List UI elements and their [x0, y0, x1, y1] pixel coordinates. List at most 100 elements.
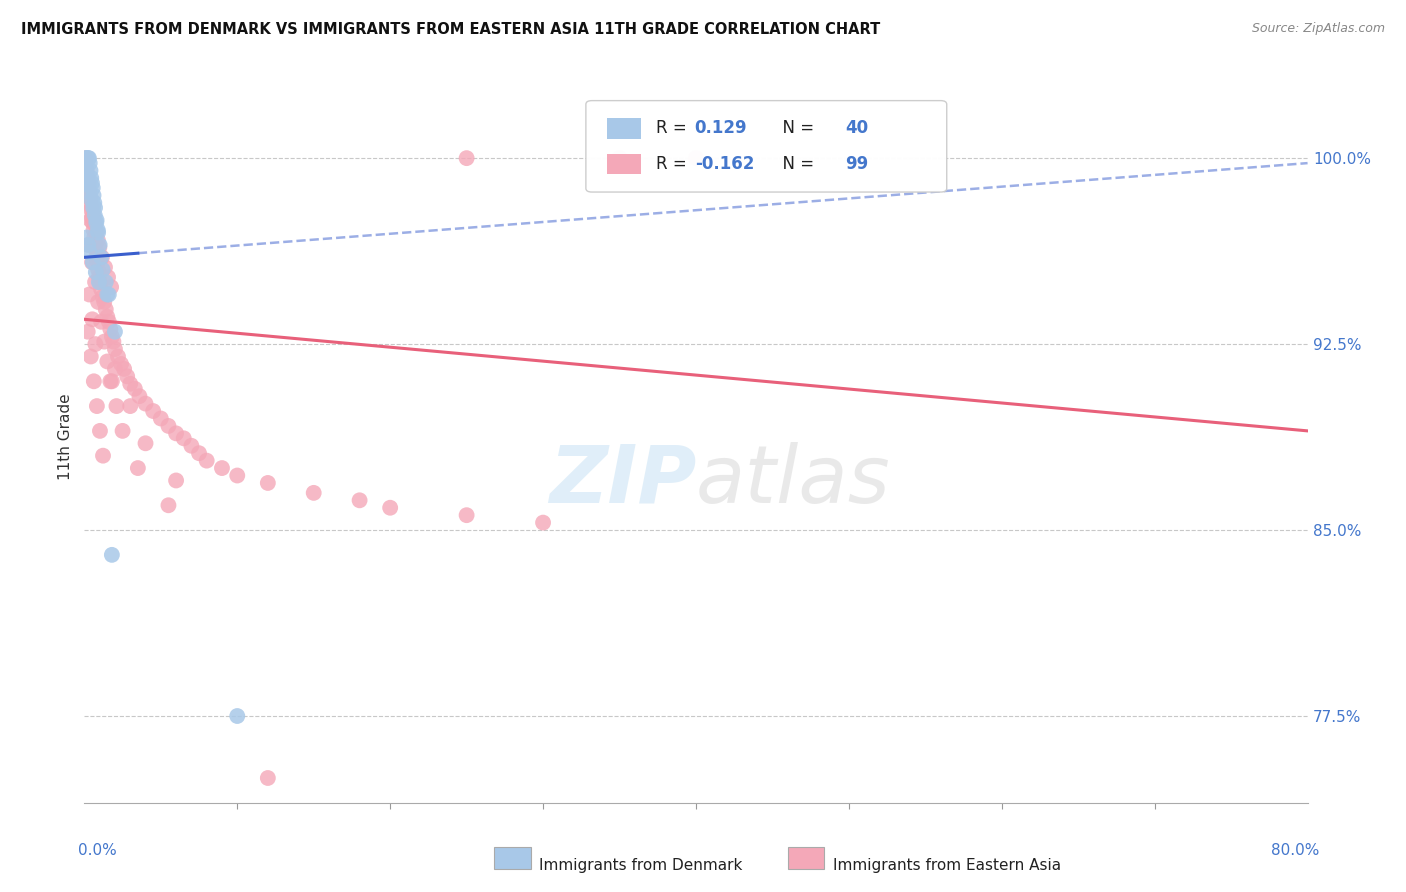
Text: Immigrants from Eastern Asia: Immigrants from Eastern Asia	[832, 858, 1062, 872]
Point	[80, 171, 103, 186]
Point	[87, 262, 110, 277]
Point	[82, 201, 104, 215]
Point	[89, 424, 111, 438]
Point	[84, 265, 107, 279]
Point	[76, 151, 98, 165]
Text: ZIP: ZIP	[548, 442, 696, 520]
Point	[80, 211, 103, 225]
Point	[84, 226, 107, 240]
Point	[124, 382, 146, 396]
Point	[90, 283, 112, 297]
Point	[75, 163, 97, 178]
Point	[97, 270, 120, 285]
Text: R =: R =	[655, 120, 692, 137]
Point	[135, 436, 157, 450]
Point	[101, 548, 124, 562]
Point	[531, 516, 554, 530]
Text: atlas: atlas	[696, 442, 891, 520]
Point	[93, 334, 115, 349]
Point	[86, 399, 108, 413]
Point	[86, 213, 108, 227]
Point	[165, 426, 187, 441]
Point	[75, 156, 97, 170]
Text: 40: 40	[845, 120, 869, 137]
Point	[195, 453, 218, 467]
Point	[101, 329, 124, 343]
Point	[87, 295, 110, 310]
Point	[90, 250, 112, 264]
Point	[76, 151, 98, 165]
Point	[84, 275, 107, 289]
Point	[96, 310, 118, 324]
Point	[120, 399, 142, 413]
Text: 99: 99	[845, 155, 869, 173]
Text: 0.129: 0.129	[695, 120, 748, 137]
Point	[82, 208, 104, 222]
Point	[188, 446, 211, 460]
Point	[77, 151, 100, 165]
Point	[110, 357, 132, 371]
Point	[211, 461, 233, 475]
Point	[89, 240, 111, 254]
Point	[75, 151, 97, 165]
Point	[84, 216, 107, 230]
Point	[80, 350, 103, 364]
Text: N =: N =	[772, 155, 820, 173]
Point	[165, 474, 187, 488]
Point	[80, 203, 103, 218]
Point	[75, 169, 97, 183]
Point	[83, 223, 105, 237]
Point	[77, 178, 100, 193]
Bar	[494, 847, 531, 869]
Point	[84, 201, 107, 215]
Point	[112, 362, 135, 376]
Point	[76, 169, 98, 183]
Point	[77, 287, 100, 301]
Text: R =: R =	[655, 155, 692, 173]
Point	[82, 312, 104, 326]
Point	[96, 354, 118, 368]
Point	[456, 508, 478, 523]
Point	[84, 337, 107, 351]
Point	[157, 498, 180, 512]
Point	[77, 238, 100, 252]
Bar	[787, 847, 824, 869]
Point	[79, 163, 101, 178]
Point	[79, 213, 101, 227]
Point	[97, 315, 120, 329]
Point	[93, 295, 115, 310]
Point	[87, 223, 110, 237]
Bar	[606, 118, 641, 138]
Point	[91, 449, 114, 463]
Point	[80, 255, 103, 269]
Point	[180, 439, 202, 453]
Point	[77, 183, 100, 197]
Y-axis label: 11th Grade: 11th Grade	[58, 393, 73, 481]
Point	[86, 250, 108, 264]
Point	[89, 238, 111, 252]
Point	[83, 238, 105, 252]
Point	[83, 230, 105, 244]
Point	[83, 195, 105, 210]
Point	[80, 194, 103, 208]
Point	[89, 275, 111, 289]
Point	[86, 255, 108, 269]
Point	[76, 173, 98, 187]
Point	[149, 411, 172, 425]
Point	[104, 362, 127, 376]
Point	[77, 176, 100, 190]
Point	[84, 235, 107, 250]
Point	[79, 186, 101, 200]
Bar	[606, 154, 641, 175]
Point	[76, 230, 98, 244]
Point	[135, 396, 157, 410]
Point	[87, 226, 110, 240]
Point	[226, 709, 249, 723]
Point	[77, 238, 100, 252]
Point	[380, 500, 402, 515]
Point	[685, 151, 707, 165]
Point	[82, 216, 104, 230]
Point	[77, 151, 100, 165]
Point	[87, 233, 110, 247]
Point	[104, 325, 127, 339]
